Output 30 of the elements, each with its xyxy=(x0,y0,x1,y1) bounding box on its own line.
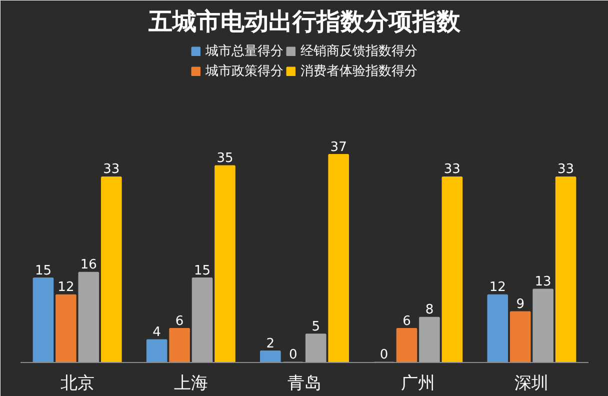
legend-label: 城市总量得分 xyxy=(206,43,284,60)
data-label: 4 xyxy=(152,325,161,340)
data-label: 16 xyxy=(80,258,97,273)
x-tick-label: 上海 xyxy=(174,374,208,394)
data-label: 33 xyxy=(444,162,460,178)
data-label: 12 xyxy=(58,280,74,296)
data-label: 35 xyxy=(216,150,234,166)
data-label: 15 xyxy=(34,263,52,278)
x-tick-label: 深圳 xyxy=(514,374,549,394)
data-label: 8 xyxy=(425,302,434,318)
data-label: 0 xyxy=(289,348,298,362)
x-tick-label: 广州 xyxy=(401,374,436,394)
data-label: 5 xyxy=(312,319,320,334)
x-tick-label: 北京 xyxy=(60,374,94,394)
data-label: 0 xyxy=(380,348,388,362)
x-tick-label: 青岛 xyxy=(288,374,322,394)
data-label: 6 xyxy=(175,314,184,329)
legend-label: 城市政策得分 xyxy=(206,63,284,80)
data-label: 12 xyxy=(489,280,506,296)
data-label: 33 xyxy=(558,162,574,178)
chart-title: 五城市电动出行指数分项指数 xyxy=(148,8,462,36)
legend-label: 经销商反馈指数得分 xyxy=(300,43,418,60)
data-label: 33 xyxy=(103,162,120,178)
data-label: 2 xyxy=(266,336,275,352)
data-label: 6 xyxy=(402,314,411,329)
data-label: 13 xyxy=(534,274,552,290)
data-label: 9 xyxy=(516,296,524,312)
data-label: 15 xyxy=(194,263,211,278)
data-label: 37 xyxy=(330,140,347,155)
legend-label: 消费者体验指数得分 xyxy=(300,63,418,80)
